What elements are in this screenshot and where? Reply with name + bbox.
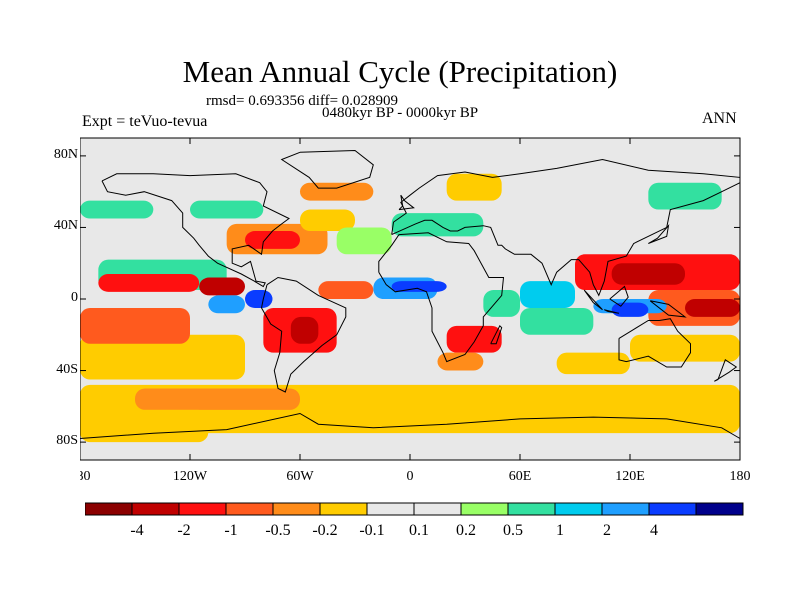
precip-anomaly-region: [520, 307, 594, 335]
precip-anomaly-region: [245, 231, 300, 249]
coastline: [280, 149, 374, 189]
coastline: [378, 232, 505, 363]
precip-anomaly-region: [611, 302, 649, 317]
coastline: [648, 224, 670, 244]
coastline: [609, 285, 629, 307]
chart-title: Mean Annual Cycle (Precipitation): [182, 54, 618, 89]
period-label: 0480kyr BP - 0000kyr BP: [322, 105, 479, 121]
precip-anomaly-region: [556, 352, 630, 375]
coastlines: [80, 149, 741, 439]
precip-anomaly-region: [318, 281, 374, 299]
colorbar-swatch: [554, 502, 603, 516]
x-axis: 180 120W 60W 0 60E 120E 180: [80, 138, 751, 482]
colorbar-label: -1: [224, 522, 237, 539]
precip-anomaly-region: [611, 263, 685, 285]
x-tick-label: 60W: [286, 469, 314, 482]
colorbar-label: -0.1: [359, 522, 384, 539]
precip-anomaly-region: [520, 281, 575, 308]
x-tick-label: 120W: [173, 469, 208, 482]
precip-anomaly-region: [336, 227, 392, 255]
y-tick-label: 40N: [53, 218, 78, 234]
colorbar-label: -0.2: [312, 522, 337, 539]
y-tick-label: 0: [71, 290, 78, 305]
colorbar-label: 0.5: [503, 522, 523, 539]
colorbar-label: 0.1: [409, 522, 429, 539]
colorbar-swatch: [460, 502, 509, 516]
precip-anomaly-region: [446, 173, 502, 201]
colorbar-label: -0.5: [265, 522, 290, 539]
precip-anomaly-region: [630, 334, 740, 362]
colorbar-label: 0.2: [456, 522, 476, 539]
season-label: ANN: [702, 110, 737, 127]
precip-anomaly-region: [648, 182, 722, 210]
colorbar-label: -4: [130, 522, 143, 539]
coastline: [80, 412, 741, 439]
x-tick-label: 120E: [615, 469, 645, 482]
colorbar-boxes: [85, 502, 744, 516]
x-tick-label: 0: [407, 469, 414, 482]
precip-anomaly-region: [190, 200, 264, 219]
colorbar-swatch: [413, 502, 462, 516]
precip-anomaly-region: [80, 200, 154, 219]
precip-anomaly-region: [135, 388, 300, 410]
coastline: [391, 158, 741, 297]
precip-anomaly-region: [446, 325, 502, 353]
colorbar-swatch: [601, 502, 650, 516]
precip-anomaly-region: [80, 334, 245, 380]
precip-anomaly-region: [437, 352, 484, 371]
precip-anomaly-region: [685, 299, 740, 317]
colorbar-label: 4: [650, 522, 658, 539]
colorbar-labels: -4 -2 -1 -0.5 -0.2 -0.1 0.1 0.2 0.5 1 2 4: [130, 522, 658, 539]
colorbar-swatch: [507, 502, 556, 516]
coastline: [618, 318, 691, 368]
chart-subtitle: rmsd= 0.693356 diff= 0.028909: [206, 93, 399, 109]
precip-anomaly-region: [199, 277, 245, 296]
map-plot: 180 120W 60W 0 60E 120E 180: [80, 137, 751, 482]
coastline: [583, 289, 603, 311]
colorbar: -4 -2 -1 -0.5 -0.2 -0.1 0.1 0.2 0.5 1 2 4: [85, 502, 744, 539]
y-axis: [80, 155, 740, 443]
precip-field: [80, 138, 740, 460]
precip-anomaly-region: [391, 281, 447, 292]
precip-anomaly-region: [80, 307, 190, 344]
precip-anomaly-region: [245, 290, 273, 308]
precip-anomaly-region: [80, 409, 209, 443]
colorbar-swatch: [272, 502, 321, 516]
precip-anomaly-region: [98, 273, 200, 292]
precip-anomaly-region: [391, 213, 484, 237]
coastline: [714, 359, 738, 382]
precip-anomaly-region: [290, 316, 319, 344]
precip-anomaly-region: [300, 182, 374, 201]
precip-anomaly-region: [483, 290, 520, 317]
y-tick-label: 80S: [56, 433, 78, 449]
precip-anomaly-region: [208, 295, 245, 314]
colorbar-label: 2: [603, 522, 611, 539]
colorbar-swatch: [648, 502, 697, 516]
coastline: [649, 300, 687, 318]
coastline: [398, 194, 415, 211]
colorbar-label: -2: [177, 522, 190, 539]
colorbar-label: 1: [556, 522, 564, 539]
colorbar-swatch: [319, 502, 368, 516]
x-tick-label: 180: [730, 469, 751, 482]
coastline: [490, 324, 503, 345]
colorbar-swatch: [85, 502, 133, 516]
y-tick-label: 40S: [56, 361, 78, 377]
precip-anomaly-region: [300, 209, 355, 232]
x-tick-label: 180: [80, 469, 91, 482]
colorbar-swatch: [225, 502, 274, 516]
coastline: [101, 173, 290, 288]
coastline: [604, 309, 620, 314]
y-tick-label: 80N: [53, 146, 78, 162]
colorbar-swatch: [366, 502, 415, 516]
colorbar-swatch: [178, 502, 227, 516]
colorbar-swatch: [695, 502, 744, 516]
colorbar-swatch: [131, 502, 180, 516]
experiment-label: Expt = teVuo-tevua: [82, 113, 208, 130]
x-tick-label: 60E: [509, 469, 532, 482]
coastline: [260, 276, 347, 393]
